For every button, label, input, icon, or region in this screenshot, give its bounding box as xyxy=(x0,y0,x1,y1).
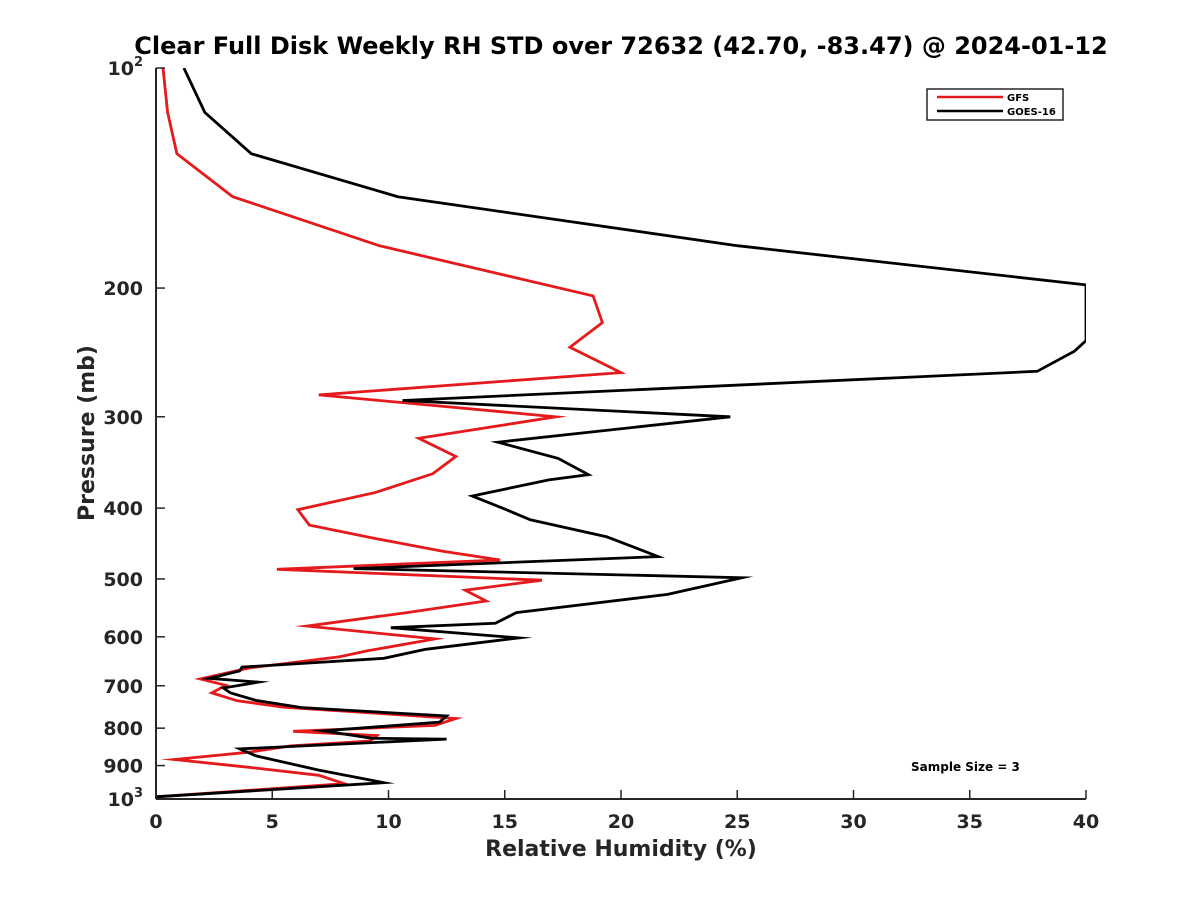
plot-area xyxy=(156,68,1086,799)
legend-box xyxy=(926,88,1064,121)
series-layer xyxy=(156,68,1086,799)
y-tick-label: 700 xyxy=(103,676,143,698)
series-line-goes-16 xyxy=(156,68,1086,799)
x-tick-label: 25 xyxy=(724,811,750,833)
y-tick-label: 900 xyxy=(103,756,143,778)
x-tick-label: 15 xyxy=(492,811,518,833)
x-axis-label: Relative Humidity (%) xyxy=(485,837,757,862)
y-axis-label: Pressure (mb) xyxy=(75,345,100,521)
chart-title: Clear Full Disk Weekly RH STD over 72632… xyxy=(134,32,1107,60)
y-tick-label: 600 xyxy=(103,627,143,649)
y-tick-label: 300 xyxy=(103,407,143,429)
sample-size-annotation: Sample Size = 3 xyxy=(911,760,1020,774)
x-tick-label: 0 xyxy=(149,811,162,833)
y-tick-label: 800 xyxy=(103,718,143,740)
x-tick-label: 40 xyxy=(1073,811,1099,833)
x-tick-label: 5 xyxy=(266,811,279,833)
x-tick-label: 10 xyxy=(375,811,401,833)
x-tick-label: 20 xyxy=(608,811,634,833)
y-tick-label: 400 xyxy=(103,498,143,520)
legend-label-goes-16: GOES-16 xyxy=(1007,107,1056,118)
legend: GFS GOES-16 xyxy=(926,88,1064,121)
x-ticks: 0 5 10 15 20 25 30 35 40 xyxy=(149,790,1099,833)
y-tick-label: 200 xyxy=(103,278,143,300)
y-tick-label: 500 xyxy=(103,569,143,591)
legend-label-gfs: GFS xyxy=(1007,93,1029,104)
y-tick-label: 103 xyxy=(108,786,144,811)
y-ticks: 102 200 300 400 500 600 700 800 900 103 xyxy=(103,55,165,811)
x-tick-label: 35 xyxy=(957,811,983,833)
y-tick-label: 102 xyxy=(108,55,144,80)
x-tick-label: 30 xyxy=(840,811,866,833)
